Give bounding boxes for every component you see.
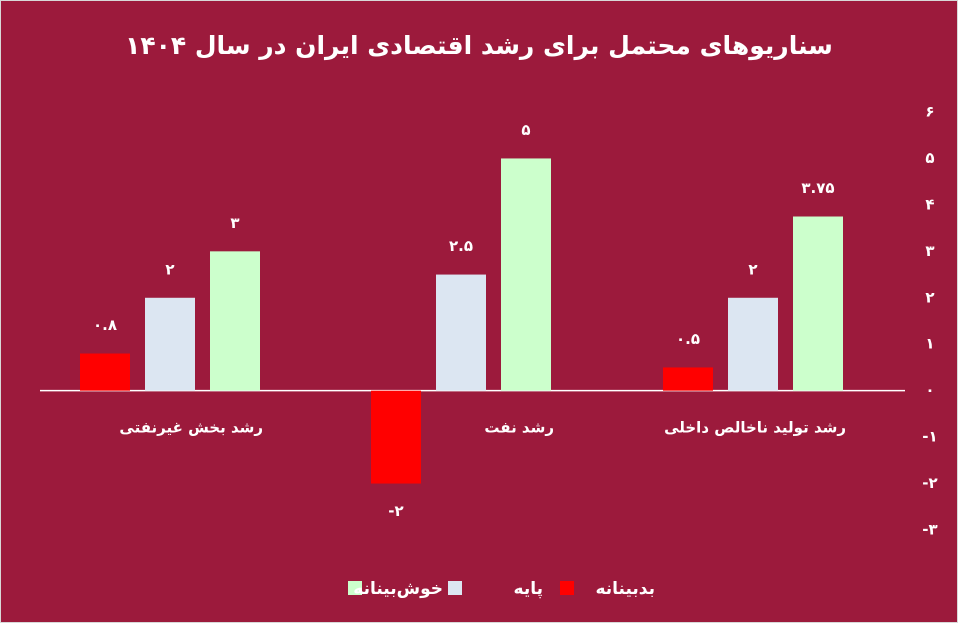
data-label: ۲ [748, 260, 757, 278]
y-tick-label: ۲ [925, 288, 934, 306]
legend-swatch [348, 581, 362, 595]
legend-label: بدبینانه [595, 579, 655, 599]
data-label: -۲ [388, 502, 403, 520]
data-label: ۲.۵ [449, 237, 473, 255]
data-label: ۰.۸ [93, 316, 117, 334]
bar [793, 216, 843, 391]
y-tick-label: -۲ [922, 474, 937, 492]
y-tick-label: ۴ [925, 195, 934, 213]
bar [663, 367, 713, 391]
chart-title: سناریوهای محتمل برای رشد اقتصادی ایران د… [125, 31, 833, 61]
legend-swatch [560, 581, 574, 595]
legend-label: پایه [514, 579, 543, 599]
data-label: ۳ [230, 214, 239, 232]
y-tick-label: ۶ [925, 103, 934, 121]
bar [145, 297, 195, 391]
x-tick-label: رشد تولید ناخالص داخلی [664, 419, 846, 437]
data-label: ۰.۵ [676, 330, 700, 348]
bar [80, 353, 130, 391]
bar [436, 274, 486, 391]
y-tick-label: ۳ [925, 242, 934, 260]
x-tick-label: رشد بخش غیرنفتی [119, 419, 263, 437]
bar [210, 251, 260, 391]
data-label: ۳.۷۵ [801, 179, 834, 197]
bar [728, 297, 778, 391]
y-tick-label: ۱ [925, 335, 934, 353]
y-tick-label: -۳ [922, 521, 937, 539]
data-label: ۲ [165, 260, 174, 278]
y-tick-label: -۱ [922, 428, 937, 446]
data-label: ۵ [521, 121, 530, 139]
bar [371, 390, 421, 484]
y-tick-label: ۵ [925, 149, 934, 167]
legend-swatch [448, 581, 462, 595]
bar [501, 158, 551, 391]
legend-label: خوش‌بینانه [353, 579, 443, 599]
x-tick-label: رشد نفت [484, 419, 554, 437]
y-tick-label: ۰ [925, 381, 934, 399]
